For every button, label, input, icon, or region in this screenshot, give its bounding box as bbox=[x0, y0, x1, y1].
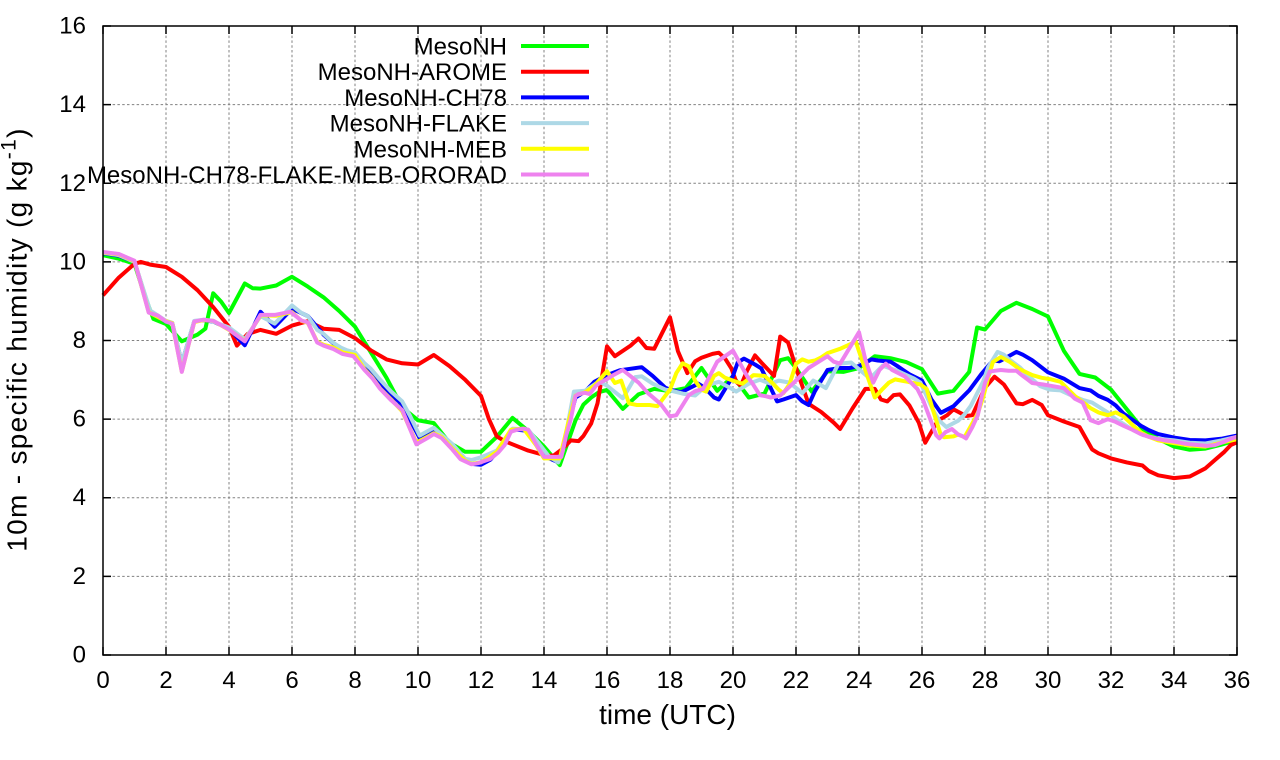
svg-text:30: 30 bbox=[1035, 667, 1062, 694]
svg-text:12: 12 bbox=[468, 667, 495, 694]
svg-text:36: 36 bbox=[1224, 667, 1251, 694]
svg-text:16: 16 bbox=[594, 667, 621, 694]
svg-text:10: 10 bbox=[405, 667, 432, 694]
svg-text:6: 6 bbox=[285, 667, 298, 694]
svg-text:14: 14 bbox=[59, 91, 86, 118]
svg-text:12: 12 bbox=[59, 170, 86, 197]
svg-text:MesoNH-MEB: MesoNH-MEB bbox=[354, 136, 507, 163]
svg-text:MesoNH-CH78: MesoNH-CH78 bbox=[344, 85, 507, 112]
svg-text:10m - specific humidity (g kg-: 10m - specific humidity (g kg-1) bbox=[0, 127, 32, 551]
svg-text:32: 32 bbox=[1098, 667, 1125, 694]
svg-text:0: 0 bbox=[96, 667, 109, 694]
svg-text:4: 4 bbox=[73, 484, 86, 511]
svg-text:28: 28 bbox=[972, 667, 999, 694]
svg-text:22: 22 bbox=[783, 667, 810, 694]
svg-text:2: 2 bbox=[73, 563, 86, 590]
svg-text:24: 24 bbox=[846, 667, 873, 694]
svg-text:MesoNH-FLAKE: MesoNH-FLAKE bbox=[330, 111, 507, 138]
svg-text:MesoNH-AROME: MesoNH-AROME bbox=[318, 59, 507, 86]
svg-text:20: 20 bbox=[720, 667, 747, 694]
svg-text:time (UTC): time (UTC) bbox=[599, 699, 736, 730]
svg-text:6: 6 bbox=[73, 406, 86, 433]
svg-text:8: 8 bbox=[73, 327, 86, 354]
svg-text:MesoNH-CH78-FLAKE-MEB-ORORAD: MesoNH-CH78-FLAKE-MEB-ORORAD bbox=[87, 162, 507, 189]
svg-text:34: 34 bbox=[1161, 667, 1188, 694]
svg-text:14: 14 bbox=[531, 667, 558, 694]
svg-text:18: 18 bbox=[657, 667, 684, 694]
svg-text:2: 2 bbox=[159, 667, 172, 694]
svg-text:8: 8 bbox=[348, 667, 361, 694]
svg-text:10: 10 bbox=[59, 248, 86, 275]
svg-text:0: 0 bbox=[73, 642, 86, 669]
svg-text:4: 4 bbox=[222, 667, 235, 694]
svg-text:26: 26 bbox=[909, 667, 936, 694]
svg-text:MesoNH: MesoNH bbox=[414, 34, 507, 61]
svg-text:16: 16 bbox=[59, 13, 86, 40]
